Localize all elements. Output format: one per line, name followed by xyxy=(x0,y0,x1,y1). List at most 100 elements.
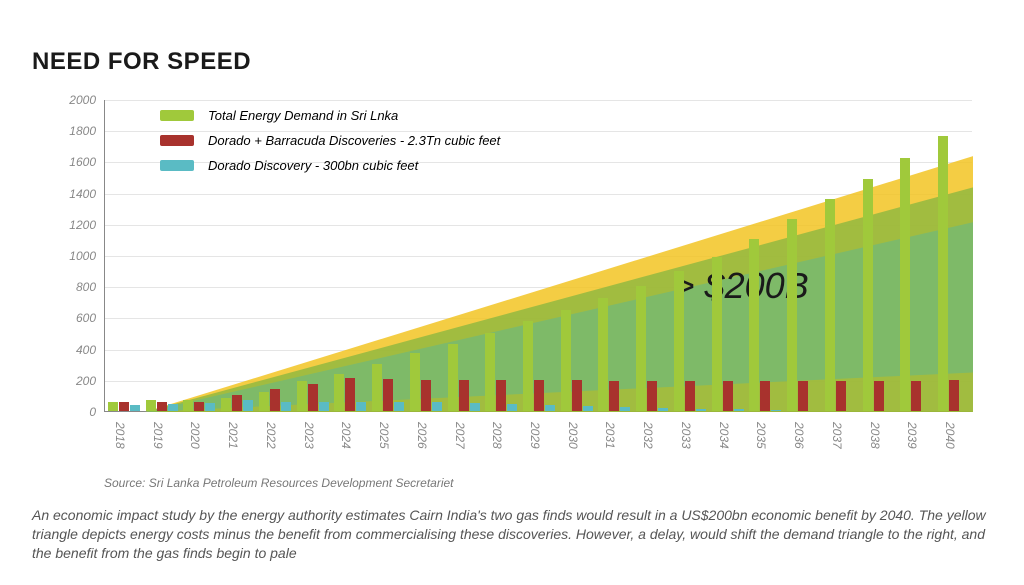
bar-green xyxy=(749,239,759,411)
bar-green xyxy=(636,286,646,411)
y-tick-label: 1800 xyxy=(69,124,96,138)
bar-blue xyxy=(432,402,442,411)
bar-green xyxy=(183,400,193,411)
x-tick-label: 2030 xyxy=(566,422,580,449)
bar-green xyxy=(523,321,533,411)
x-tick-label: 2031 xyxy=(603,422,617,449)
bar-red xyxy=(157,402,167,411)
legend-swatch xyxy=(160,160,194,171)
legend-item: Dorado + Barracuda Discoveries - 2.3Tn c… xyxy=(160,133,500,148)
bar-green xyxy=(259,392,269,411)
y-tick-label: 600 xyxy=(76,311,96,325)
bar-red xyxy=(496,380,506,411)
bar-blue xyxy=(168,404,178,411)
bar-green xyxy=(598,298,608,411)
bar-green xyxy=(108,402,118,411)
y-tick-label: 1400 xyxy=(69,187,96,201)
bar-red xyxy=(421,380,431,411)
bar-red xyxy=(194,402,204,411)
bar-blue xyxy=(658,408,668,411)
bar-green xyxy=(372,364,382,411)
legend-item: Total Energy Demand in Sri Lnka xyxy=(160,108,500,123)
bar-red xyxy=(836,381,846,411)
x-tick-label: 2034 xyxy=(717,422,731,449)
bar-blue xyxy=(243,400,253,411)
bar-blue xyxy=(696,409,706,411)
bar-green xyxy=(863,179,873,411)
chart-title: NEED FOR SPEED xyxy=(32,48,992,76)
area-green xyxy=(145,187,973,412)
y-tick-label: 1200 xyxy=(69,218,96,232)
y-tick-label: 200 xyxy=(76,374,96,388)
bar-green xyxy=(938,136,948,411)
bar-red xyxy=(270,389,280,411)
bar-blue xyxy=(319,402,329,411)
bar-green xyxy=(448,344,458,411)
chart-area: 0200400600800100012001400160018002000 > … xyxy=(32,78,972,468)
bar-blue xyxy=(771,410,781,411)
bar-red xyxy=(308,384,318,411)
x-tick-label: 2022 xyxy=(264,422,278,449)
x-tick-label: 2029 xyxy=(528,422,542,449)
bar-red xyxy=(232,395,242,411)
x-tick-label: 2033 xyxy=(679,422,693,449)
bar-red xyxy=(949,380,959,411)
area-yellow xyxy=(145,156,973,412)
x-tick-label: 2032 xyxy=(641,422,655,449)
x-tick-label: 2037 xyxy=(830,422,844,449)
bar-green xyxy=(297,381,307,411)
legend: Total Energy Demand in Sri Lnka Dorado + … xyxy=(160,108,500,183)
bar-blue xyxy=(734,409,744,411)
x-tick-label: 2040 xyxy=(943,422,957,449)
bar-blue xyxy=(583,406,593,411)
bar-red xyxy=(534,380,544,411)
bar-red xyxy=(647,381,657,411)
bar-red xyxy=(609,381,619,411)
x-tick-label: 2036 xyxy=(792,422,806,449)
bar-blue xyxy=(507,404,517,411)
x-tick-label: 2024 xyxy=(339,422,353,449)
bar-green xyxy=(561,310,571,411)
legend-label: Dorado + Barracuda Discoveries - 2.3Tn c… xyxy=(208,133,500,148)
legend-label: Total Energy Demand in Sri Lnka xyxy=(208,108,398,123)
x-tick-label: 2019 xyxy=(151,422,165,449)
bar-blue xyxy=(130,405,140,411)
bar-red xyxy=(760,381,770,411)
bar-green xyxy=(334,374,344,411)
bar-blue xyxy=(356,402,366,411)
bar-red xyxy=(798,381,808,411)
x-tick-label: 2021 xyxy=(226,422,240,449)
x-tick-label: 2027 xyxy=(453,422,467,449)
y-tick-label: 400 xyxy=(76,343,96,357)
bar-blue xyxy=(620,407,630,411)
source-text: Source: Sri Lanka Petroleum Resources De… xyxy=(104,476,992,490)
bar-green xyxy=(674,271,684,411)
x-tick-label: 2038 xyxy=(868,422,882,449)
y-tick-label: 1600 xyxy=(69,155,96,169)
x-tick-label: 2035 xyxy=(754,422,768,449)
area-blue xyxy=(145,187,973,412)
caption-text: An economic impact study by the energy a… xyxy=(32,506,992,563)
bar-blue xyxy=(545,405,555,411)
bar-green xyxy=(221,398,231,411)
x-tick-label: 2028 xyxy=(490,422,504,449)
bar-green xyxy=(900,158,910,412)
bar-green xyxy=(146,400,156,411)
bar-red xyxy=(345,378,355,411)
bar-red xyxy=(119,402,129,411)
bar-green xyxy=(485,333,495,411)
bar-red xyxy=(874,381,884,411)
legend-swatch xyxy=(160,110,194,121)
bar-green xyxy=(410,353,420,411)
legend-swatch xyxy=(160,135,194,146)
x-tick-label: 2020 xyxy=(188,422,202,449)
x-tick-label: 2039 xyxy=(905,422,919,449)
bar-red xyxy=(459,380,469,411)
bar-green xyxy=(825,199,835,411)
y-tick-label: 800 xyxy=(76,280,96,294)
bar-red xyxy=(685,381,695,411)
bar-green xyxy=(712,257,722,411)
bar-red xyxy=(911,381,921,411)
bar-red xyxy=(723,381,733,411)
y-tick-label: 0 xyxy=(89,405,96,419)
